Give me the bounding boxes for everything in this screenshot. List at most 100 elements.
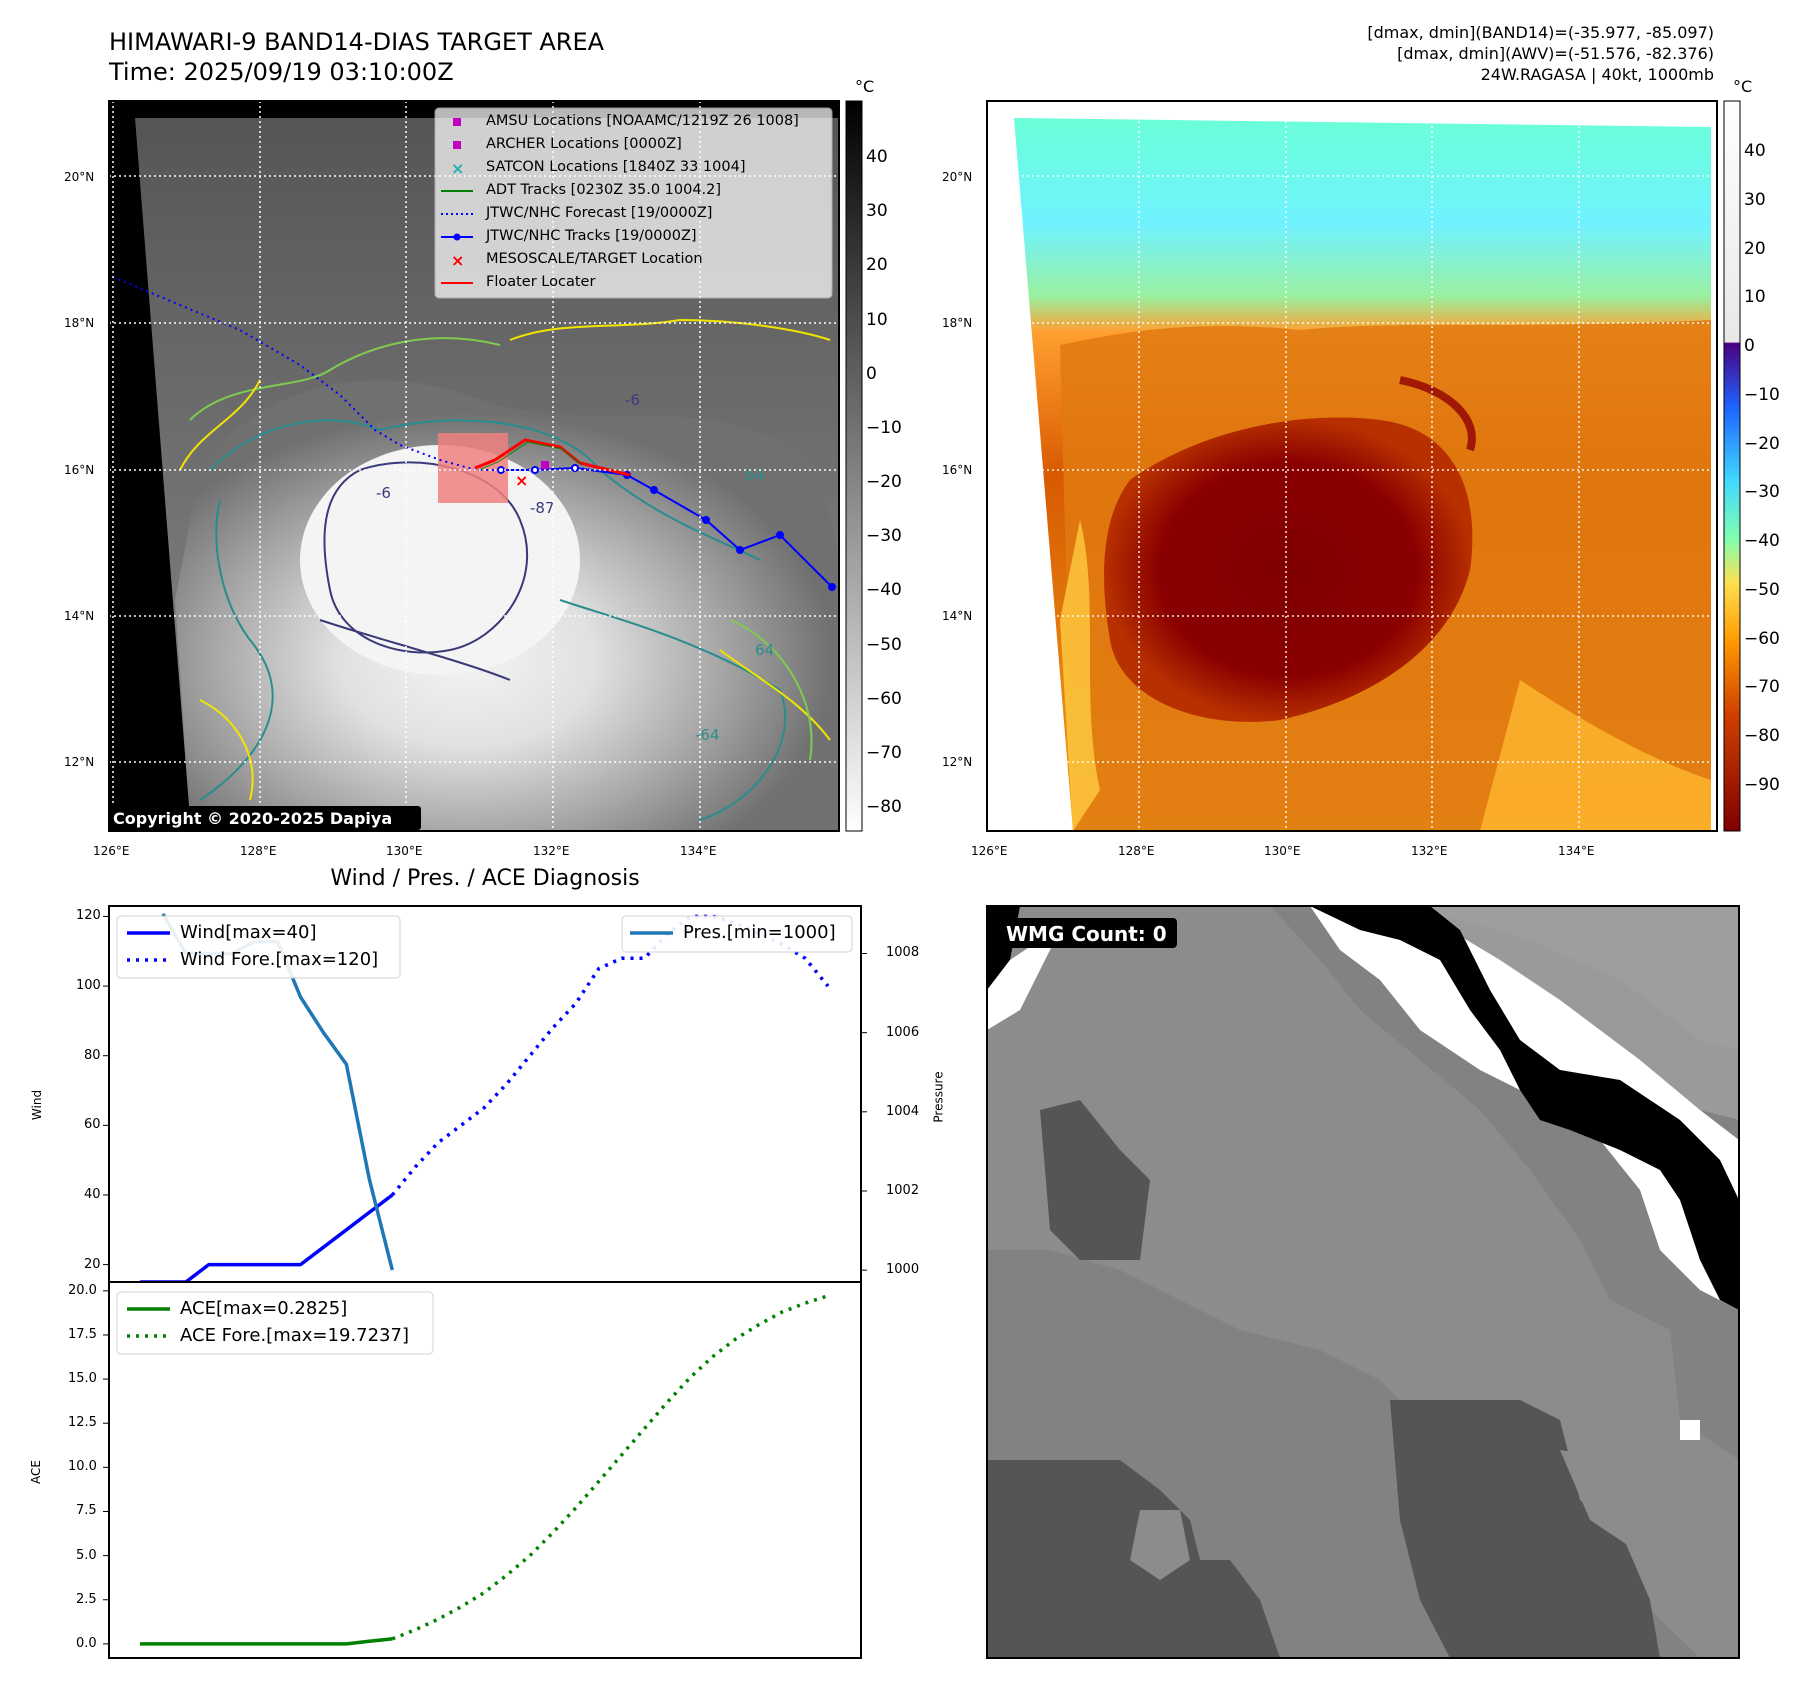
pressure-ylabel: Pressure <box>931 1071 946 1123</box>
ace-tick: 2.5 <box>76 1591 97 1607</box>
color-tick: −20 <box>1744 433 1780 454</box>
wind-legend-label: Wind[max=40] <box>180 922 317 943</box>
legend-label: SATCON Locations [1840Z 33 1004] <box>486 159 746 175</box>
wmg-count-label: WMG Count: 0 <box>1006 922 1167 946</box>
ace-tick: 15.0 <box>68 1371 97 1387</box>
contour-label: 64 <box>745 466 764 484</box>
gray-tick: 40 <box>866 147 888 167</box>
gray-tick: −60 <box>866 688 902 709</box>
ace-chart <box>103 1281 862 1659</box>
title-line-2: Time: 2025/09/19 03:10:00Z <box>109 58 454 86</box>
pressure-legend-label: Pres.[min=1000] <box>683 922 836 943</box>
lat-label-20n-right: 20°N <box>942 170 973 184</box>
ace-tick: 10.0 <box>68 1459 97 1475</box>
gray-tick: −20 <box>866 472 902 492</box>
lat-label-18n: 18°N <box>64 316 95 330</box>
legend-label: ARCHER Locations [0000Z] <box>486 136 682 152</box>
ace-tick: 17.5 <box>68 1326 97 1342</box>
lat-label-14n-right: 14°N <box>942 609 973 623</box>
gray-tick: −10 <box>866 417 902 438</box>
color-tick: −10 <box>1744 384 1780 405</box>
adt-track <box>477 441 583 471</box>
grayscale-map-panel: -87 -6 64 64 -64 -6 × <box>108 100 840 832</box>
gray-tick: 20 <box>866 255 888 276</box>
title-line-1: HIMAWARI-9 BAND14-DIAS TARGET AREA <box>109 28 605 56</box>
wind-ylabel: Wind <box>30 1089 45 1121</box>
lat-label-16n: 16°N <box>64 463 95 477</box>
floater-box <box>438 433 508 503</box>
copyright-text: Copyright © 2020-2025 Dapiya <box>113 809 393 828</box>
color-tick: 20 <box>1744 238 1766 259</box>
gray-tick: 30 <box>866 201 888 222</box>
pressure-legend-box <box>621 915 853 953</box>
lon-label-126e: 126°E <box>93 844 130 858</box>
amsu-marker <box>541 461 549 469</box>
gray-tick: 10 <box>866 309 888 330</box>
info-line-2: [dmax, dmin](AWV)=(-51.576, -82.376) <box>1397 44 1714 63</box>
legend-markers: ×× <box>441 118 473 284</box>
contour-label: -6 <box>625 391 640 409</box>
legend-label: JTWC/NHC Forecast [19/0000Z] <box>486 205 713 221</box>
lat-label-12n-right: 12°N <box>942 755 973 769</box>
color-map-gridlines <box>987 101 1717 831</box>
lon-label-130e-right: 130°E <box>1264 844 1301 858</box>
ace-ylabel: ACE <box>28 1460 43 1484</box>
lon-label-126e-right: 126°E <box>971 844 1008 858</box>
lat-label-16n-right: 16°N <box>942 463 973 477</box>
gray-tick: −40 <box>866 580 902 601</box>
legend-label: MESOSCALE/TARGET Location <box>486 251 703 267</box>
ace-tick: 12.5 <box>68 1415 97 1431</box>
wmg-panel <box>986 905 1740 1659</box>
grayscale-colorbar <box>845 100 863 832</box>
wind-tick: 60 <box>84 1117 101 1133</box>
legend-label: ADT Tracks [0230Z 35.0 1004.2] <box>486 182 722 198</box>
diagnosis-title: Wind / Pres. / ACE Diagnosis <box>330 866 640 891</box>
gray-tick: −50 <box>866 634 902 655</box>
color-tick: −70 <box>1744 677 1780 698</box>
lon-label-130e: 130°E <box>386 844 423 858</box>
color-tick: −30 <box>1744 482 1780 503</box>
lat-label-12n: 12°N <box>64 755 95 769</box>
wind-tick: 100 <box>76 978 101 994</box>
copyright-box <box>109 806 421 830</box>
legend-x-marker: × <box>451 159 464 178</box>
lat-label-14n: 14°N <box>64 609 95 623</box>
pressure-tick: 1006 <box>886 1024 920 1040</box>
map-legend <box>434 107 833 299</box>
legend-label: JTWC/NHC Tracks [19/0000Z] <box>486 228 697 244</box>
color-tick: −40 <box>1744 531 1780 552</box>
ace-legend-label: ACE[max=0.2825] <box>180 1298 348 1319</box>
ace-tick: 0.0 <box>76 1635 97 1651</box>
lon-label-134e-right: 134°E <box>1558 844 1595 858</box>
ace-legend-box <box>116 1291 434 1355</box>
wind-legend-box <box>116 915 401 979</box>
floater-track <box>474 438 631 477</box>
wind-tick: 20 <box>84 1256 101 1272</box>
color-tick: 0 <box>1744 336 1755 357</box>
series-line-0 <box>140 1637 393 1646</box>
ace-tick: 5.0 <box>76 1547 97 1563</box>
legend-square-marker <box>453 141 461 149</box>
wind-legend-label: Wind Fore.[max=120] <box>180 949 379 970</box>
lon-label-134e: 134°E <box>680 844 717 858</box>
color-tick: −50 <box>1744 579 1780 600</box>
series-line-1 <box>391 1294 829 1641</box>
color-tick: −60 <box>1744 628 1780 649</box>
pressure-tick: 1004 <box>886 1103 920 1119</box>
color-map-panel <box>986 100 1718 832</box>
color-tick: 30 <box>1744 189 1766 210</box>
color-tick: −80 <box>1744 726 1780 747</box>
lon-label-132e-right: 132°E <box>1411 844 1448 858</box>
color-tick: −90 <box>1744 775 1780 795</box>
legend-label: Floater Locater <box>486 274 596 290</box>
wmg-label-box <box>997 918 1177 948</box>
legend-dot-marker <box>453 233 461 241</box>
gray-tick: −30 <box>866 526 902 547</box>
jtwc-track-points <box>623 471 836 591</box>
ace-tick: 7.5 <box>76 1503 97 1519</box>
wind-pressure-chart <box>103 905 867 1284</box>
wind-tick: 120 <box>76 908 101 924</box>
color-colorbar-unit: °C <box>1733 77 1753 96</box>
lat-label-18n-right: 18°N <box>942 316 973 330</box>
